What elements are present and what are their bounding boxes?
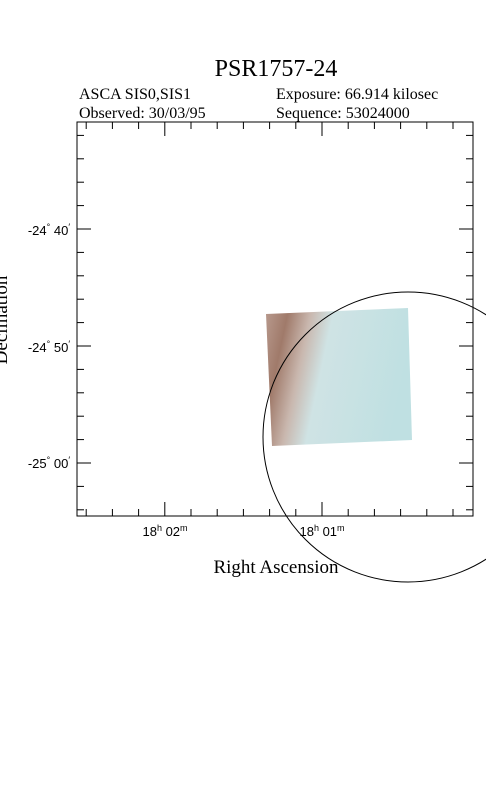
observed: Observed: 30/03/95 — [79, 105, 206, 122]
region-circle — [262, 291, 486, 583]
tick-label-part: ° — [47, 455, 51, 465]
title: PSR1757-24 — [215, 56, 338, 82]
tick-label-part: m — [180, 523, 188, 533]
ticks — [77, 122, 473, 516]
tick-label-part: ′ — [68, 455, 70, 465]
y-tick-label: -24° 50′ — [28, 339, 70, 355]
y-axis-label: Declination — [0, 275, 12, 364]
plot-frame — [76, 121, 474, 517]
tick-label-part: 00 — [50, 456, 68, 471]
tick-label-part: ′ — [68, 339, 70, 349]
tick-label-part: 50 — [50, 340, 68, 355]
tick-label-part: -25 — [28, 456, 47, 471]
tick-label-part: 40 — [50, 223, 68, 238]
tick-label-part: 18 — [142, 524, 156, 539]
tick-label-part: m — [337, 523, 345, 533]
image-patch — [266, 308, 412, 446]
x-axis-label: Right Ascension — [213, 557, 339, 578]
tick-label-part: -24 — [28, 340, 47, 355]
exposure: Exposure: 66.914 kilosec — [276, 86, 438, 103]
tick-label-part: 18 — [299, 524, 313, 539]
tick-label-part: ′ — [68, 222, 70, 232]
tick-label-part: 01 — [319, 524, 337, 539]
instrument: ASCA SIS0,SIS1 — [79, 86, 191, 103]
y-tick-label: -25° 00′ — [28, 455, 70, 471]
image — [266, 308, 412, 446]
tick-label-part: ° — [47, 222, 51, 232]
tick-label-part: -24 — [28, 223, 47, 238]
tick-label-part: h — [314, 523, 319, 533]
x-tick-label: 18h 02m — [142, 523, 187, 539]
y-tick-label: -24° 40′ — [28, 222, 70, 238]
tick-label-part: 02 — [162, 524, 180, 539]
tick-label-part: h — [157, 523, 162, 533]
sequence: Sequence: 53024000 — [276, 105, 410, 122]
tick-label-part: ° — [47, 339, 51, 349]
x-tick-label: 18h 01m — [299, 523, 344, 539]
